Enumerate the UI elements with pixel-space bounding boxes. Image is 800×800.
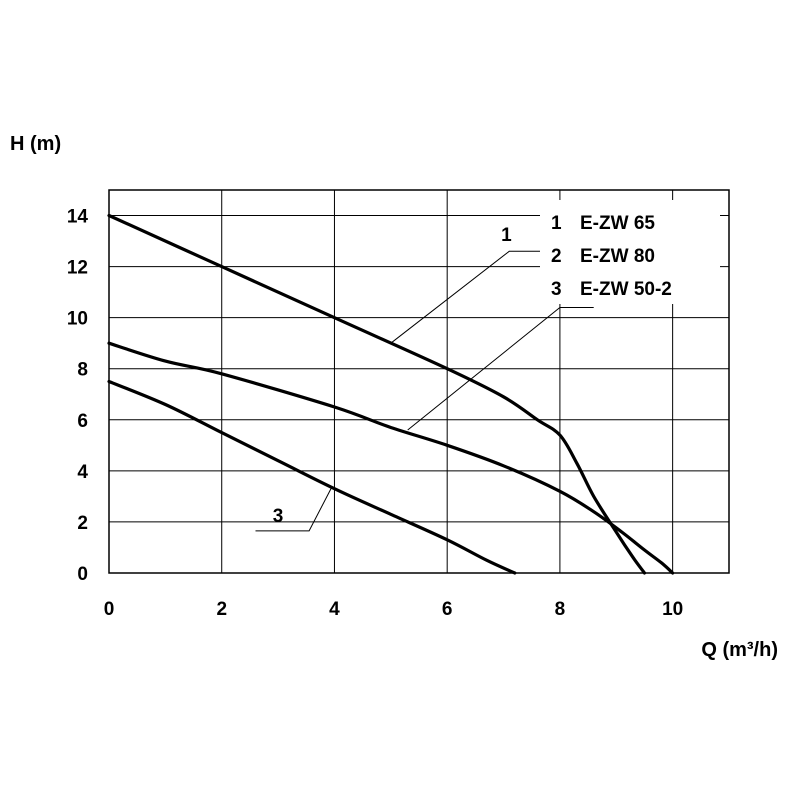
x-tick-label: 2 [216,599,227,620]
legend-entry-number: 2 [551,246,562,267]
grid [108,190,729,574]
y-tick-label: 10 [67,309,88,330]
curves [107,213,675,575]
x-tick-label: 6 [442,599,453,620]
legend-entry-label: E-ZW 65 [580,213,655,234]
callout-leader-2 [407,307,594,431]
callout-leader-1 [390,250,549,344]
y-tick-label: 12 [67,258,88,279]
legend-entry-number: 1 [551,213,562,234]
legend-background [540,200,720,304]
x-tick-label: 10 [662,599,683,620]
legend-entry-label: E-ZW 50-2 [580,279,672,300]
legend: 1 E-ZW 65 2 E-ZW 80 3 E-ZW 50-2 [551,213,672,300]
callout-number-3: 3 [273,506,284,527]
x-tick-label: 0 [104,599,115,620]
y-tick-label: 4 [77,462,88,483]
y-tick-label: 8 [77,360,88,381]
x-tick-label: 8 [555,599,566,620]
x-tick-label: 4 [329,599,340,620]
y-tick-label: 14 [67,207,89,228]
series-line-2 [107,341,675,575]
y-tick-label: 6 [77,411,88,432]
y-axis-title: H (m) [10,133,61,155]
legend-entry-number: 3 [551,279,562,300]
series-line-1 [107,213,647,575]
legend-entry-label: E-ZW 80 [580,246,655,267]
callout-number-1: 1 [501,225,512,246]
callout-leader-3 [255,487,333,532]
y-tick-label: 2 [77,513,88,534]
series-line-3 [107,379,517,575]
y-tick-label: 0 [77,564,88,585]
x-axis-title: Q (m³/h) [701,639,778,661]
